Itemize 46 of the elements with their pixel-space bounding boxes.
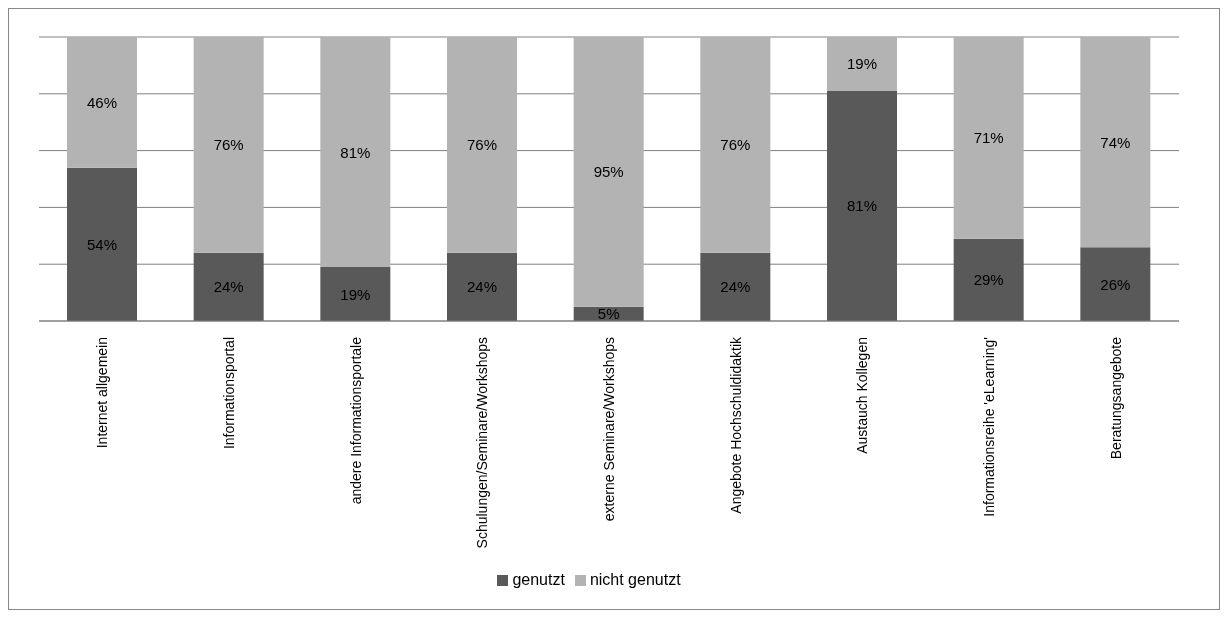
x-tick-label: andere Informationsportale (347, 336, 364, 505)
bar (320, 267, 391, 321)
data-label: 29% (973, 271, 1004, 289)
bar (447, 252, 517, 321)
data-label: 76% (213, 136, 244, 154)
bar (700, 37, 771, 253)
data-label: 24% (213, 278, 244, 296)
bar (67, 167, 137, 321)
legend-label: nicht genutzt (589, 571, 681, 588)
data-label: 24% (720, 278, 751, 296)
bar (953, 37, 1024, 239)
bar (193, 252, 264, 321)
data-label: 76% (466, 136, 498, 154)
bar (700, 252, 771, 321)
bar (573, 37, 644, 307)
data-label: 81% (846, 197, 878, 215)
x-tick-label: Informationsportal (221, 337, 237, 450)
data-label: 74% (1100, 133, 1131, 151)
data-label: 76% (720, 136, 751, 154)
data-label: 26% (1100, 275, 1131, 293)
x-tick-label: Informationsreihe 'eLearning' (981, 337, 997, 517)
bar (827, 90, 897, 321)
bar (827, 37, 897, 91)
data-label: 19% (340, 285, 371, 303)
data-label: 81% (340, 143, 371, 161)
data-label: 95% (593, 163, 624, 181)
data-label: 71% (973, 129, 1004, 147)
data-label: 24% (466, 278, 498, 296)
bar (193, 37, 264, 253)
bar (1080, 37, 1151, 248)
x-tick-label: Schulungen/Seminare/Workshops (474, 337, 491, 549)
bar (67, 37, 137, 168)
data-label: 19% (846, 55, 878, 73)
x-tick-label: Beratungsangebote (1107, 336, 1124, 460)
data-label: 54% (86, 235, 118, 253)
x-tick-label: externe Seminare/Workshops (601, 337, 617, 522)
bar (447, 37, 517, 253)
data-label: 5% (597, 305, 620, 323)
x-tick-label: Austauch Kollegen (854, 337, 871, 454)
x-tick-label: Internet allgemein (94, 337, 111, 449)
bar (320, 37, 391, 268)
x-tick-label: Angebote Hochschuldidaktik (727, 336, 744, 514)
bar (1080, 247, 1151, 321)
bar (953, 238, 1024, 321)
legend-label: genutzt (512, 571, 565, 588)
data-label: 46% (86, 93, 118, 111)
